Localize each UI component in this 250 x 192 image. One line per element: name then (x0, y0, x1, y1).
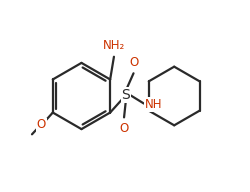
Text: NH₂: NH₂ (103, 39, 125, 52)
Text: O: O (37, 118, 46, 131)
Text: S: S (122, 88, 130, 102)
Text: O: O (130, 56, 139, 69)
Text: O: O (120, 122, 129, 135)
Text: NH: NH (145, 98, 162, 111)
